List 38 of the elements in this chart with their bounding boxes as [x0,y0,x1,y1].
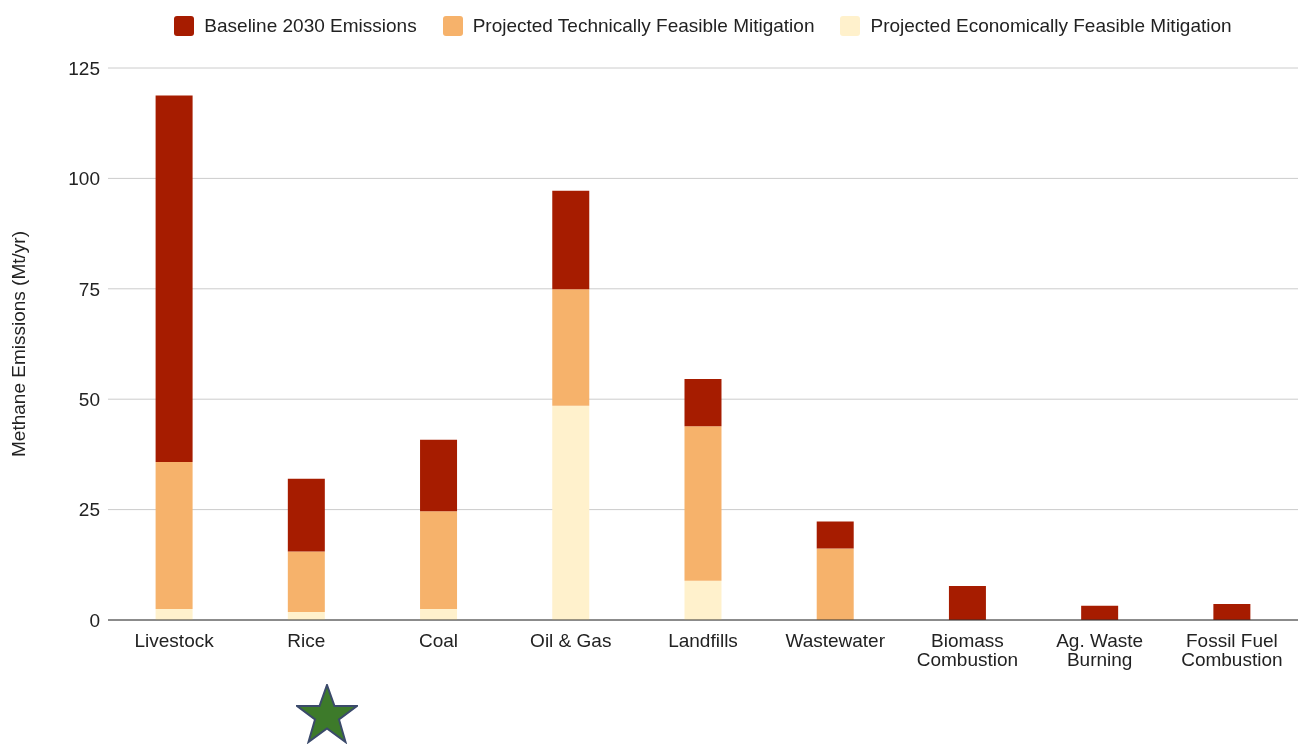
bar [287,478,325,552]
x-tick-label: Wastewater [785,630,886,652]
bar [1213,604,1251,620]
x-tick-label: Rice [287,630,326,652]
y-tick-label: 50 [78,388,100,410]
bar [287,551,325,613]
bar [1081,605,1119,620]
y-tick-label: 100 [68,168,100,190]
x-tick-label: Ag. Waste Burning [1056,630,1144,671]
y-tick-label: 75 [78,278,100,300]
y-axis-title: Methane Emissions (Mt/yr) [7,231,29,457]
bar [155,608,193,620]
bar [420,608,458,620]
y-tick-label: 0 [89,609,100,631]
x-tick-label: Landfills [668,630,738,652]
bar [552,405,590,620]
bar [684,378,722,427]
x-tick-label: Fossil Fuel Combustion [1181,630,1283,671]
legend-label: Projected Technically Feasible Mitigation [471,15,815,37]
bar [948,586,986,620]
bar [155,95,193,462]
bar [420,439,458,512]
legend-label: Projected Economically Feasible Mitigation [869,15,1232,37]
x-tick-label: Oil & Gas [530,630,612,652]
bar [816,521,854,549]
bar [684,580,722,620]
bar [552,289,590,406]
bar [552,190,590,290]
x-tick-label: Biomass Combustion [916,630,1019,671]
x-tick-label: Livestock [134,630,215,652]
y-tick-label: 25 [78,499,100,521]
y-tick-label: 125 [68,57,100,79]
bar [420,511,458,609]
x-tick-label: Coal [419,630,459,652]
bar [684,426,722,581]
bar [816,548,854,620]
legend-label: Baseline 2030 Emissions [203,15,417,37]
bar [155,461,193,609]
